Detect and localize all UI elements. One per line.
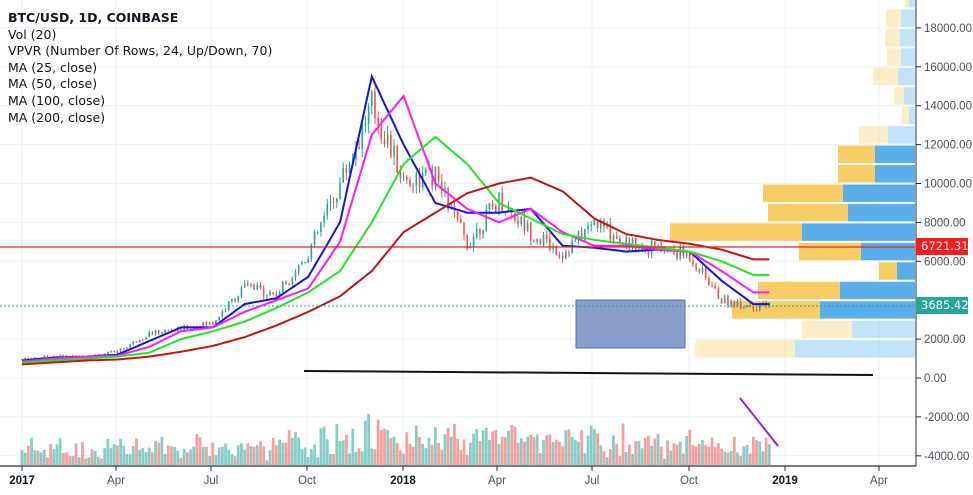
time-axis-label: 2017	[9, 475, 35, 487]
indicator-volume[interactable]: Vol (20)	[8, 26, 57, 42]
time-axis-label: Jul	[585, 475, 600, 487]
ma-line	[21, 135, 770, 364]
price-axis[interactable]: 18000.00 16000.00 14000.00 12000.00 10000.00…	[916, 23, 972, 463]
ma-line	[21, 73, 770, 362]
symbol-title[interactable]: BTC/USD, 1D, COINBASE	[8, 10, 179, 25]
volume-trendline[interactable]	[739, 397, 779, 447]
price-axis-label: -2000.00	[924, 412, 969, 424]
time-axis-label: Apr	[107, 475, 125, 487]
price-axis-label: 10000.00	[924, 179, 972, 191]
time-axis-label: Apr	[488, 475, 506, 487]
price-axis-label: 0.00	[924, 373, 946, 385]
price-axis-label: 16000.00	[924, 62, 972, 74]
time-axis-label: Oct	[298, 475, 317, 487]
horizontal-line-price-tag: 6721.31	[916, 238, 969, 255]
time-axis-label: Jul	[204, 475, 219, 487]
price-axis-label: 2000.00	[924, 334, 966, 346]
time-axis-label: 2019	[772, 475, 798, 487]
indicator-vpvr[interactable]: VPVR (Number Of Rows, 24, Up/Down, 70)	[8, 43, 273, 59]
moving-averages	[21, 73, 770, 366]
price-axis-label: 8000.00	[924, 217, 966, 229]
drawn-rectangle[interactable]	[575, 299, 686, 349]
time-axis-label: Apr	[870, 475, 888, 487]
ma-line	[21, 176, 770, 366]
chart-legend: BTC/USD, 1D, COINBASE Vol (20) VPVR (Num…	[8, 10, 272, 126]
time-axis[interactable]: 2017 Apr Jul Oct 2018 Apr Jul Oct 2019 Apr	[9, 466, 888, 487]
trendline-support[interactable]	[303, 370, 874, 376]
time-axis-label: 2018	[390, 475, 416, 487]
price-axis-label: 6000.00	[924, 256, 966, 268]
price-axis-label: -4000.00	[924, 451, 969, 463]
indicator-ma100[interactable]: MA (100, close)	[8, 92, 106, 108]
price-axis-label: 18000.00	[924, 23, 972, 35]
vpvr-histogram	[670, 0, 915, 358]
indicator-ma50[interactable]: MA (50, close)	[8, 76, 98, 92]
price-axis-label: 12000.00	[924, 140, 972, 152]
indicator-ma25[interactable]: MA (25, close)	[8, 59, 98, 75]
indicator-ma200[interactable]: MA (200, close)	[8, 109, 106, 125]
price-axis-label: 14000.00	[924, 101, 972, 113]
ma-line	[21, 94, 770, 363]
last-price-tag: 3685.42	[916, 297, 969, 314]
time-axis-label: Oct	[680, 475, 699, 487]
volume-bars	[20, 414, 771, 465]
